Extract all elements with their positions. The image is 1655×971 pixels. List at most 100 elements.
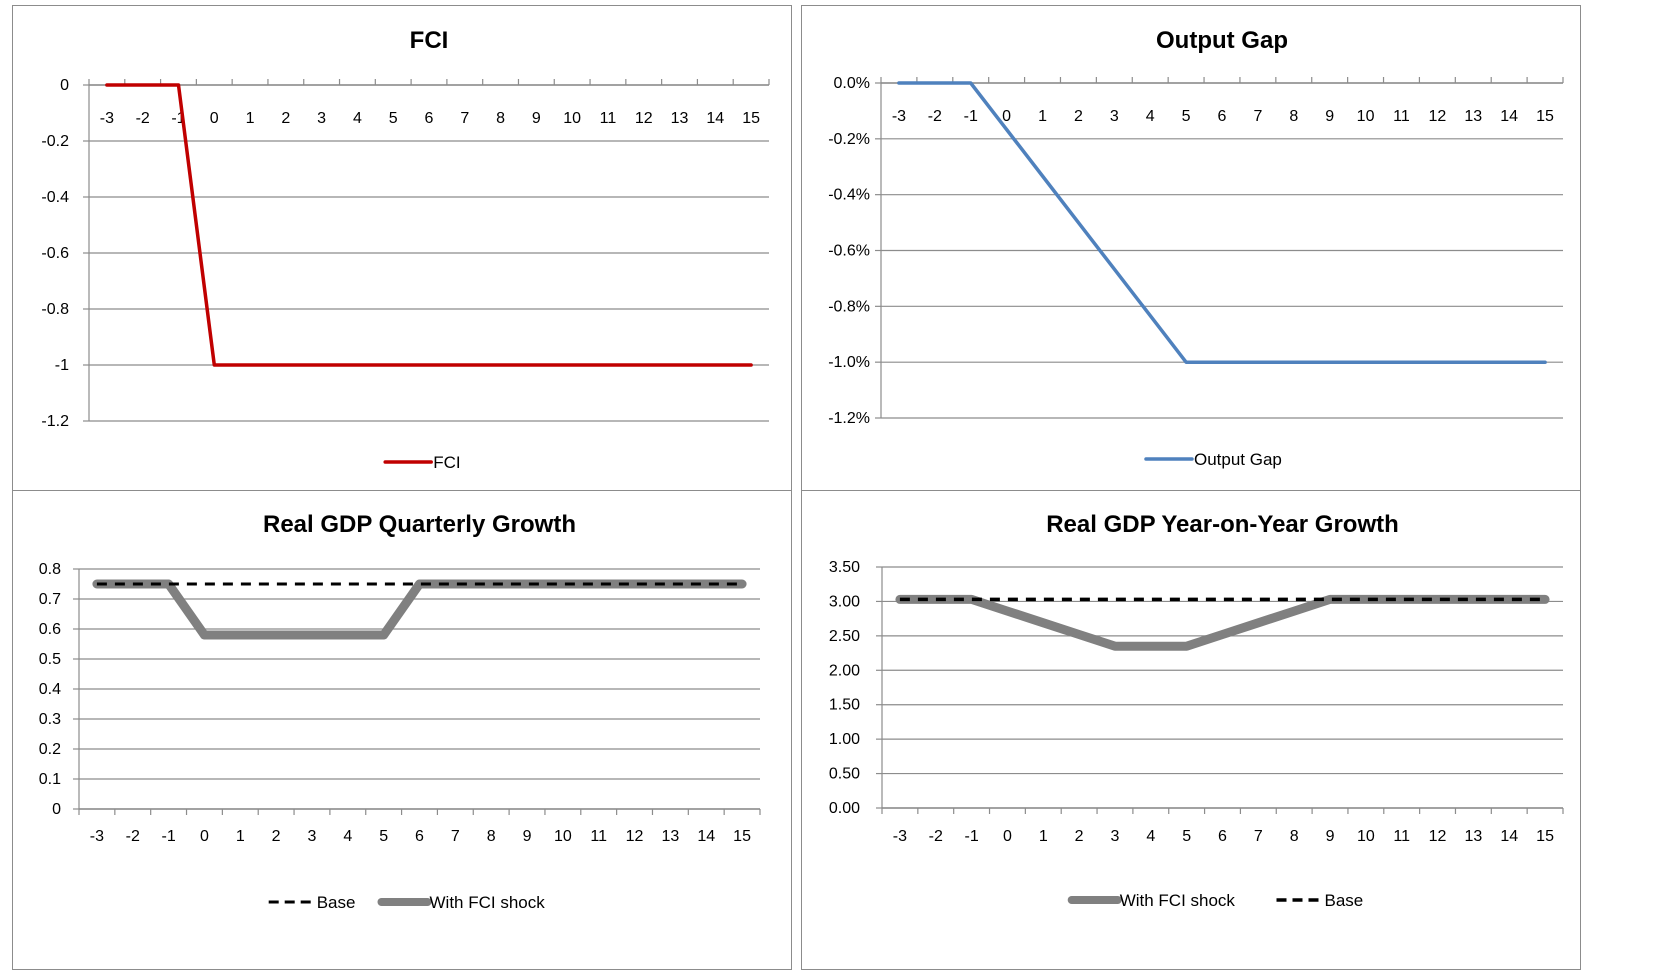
y-tick-label: -0.2 (41, 133, 69, 150)
x-tick-label: 14 (1500, 828, 1518, 845)
y-tick-label: -0.4 (41, 189, 69, 206)
x-tick-label: 8 (496, 110, 505, 127)
x-tick-label: -1 (964, 108, 978, 125)
output-gap-chart: Output Gap 0.0% -0.2% -0.4% -0.6% -0.8% -1.0% -… (828, 27, 1564, 469)
legend-label: With FCI shock (430, 893, 546, 912)
series-line-output-gap (897, 81, 1547, 364)
chart-title: Real GDP Quarterly Growth (263, 511, 576, 538)
y-tick-label: 0.8 (39, 561, 61, 578)
x-tick-label: 6 (1218, 828, 1227, 845)
x-tick-label: 6 (425, 110, 434, 127)
x-tick-label: 13 (661, 828, 679, 845)
x-tick-label: 14 (697, 828, 715, 845)
x-tick-label: -2 (929, 828, 943, 845)
x-tick-label: 10 (554, 828, 572, 845)
x-tick-label: 4 (1146, 108, 1155, 125)
x-tick-label: 1 (1038, 108, 1047, 125)
y-tick-label: -1.2% (828, 410, 870, 427)
y-tick-label: -0.6% (828, 243, 870, 260)
x-tick-label: 3 (1110, 108, 1119, 125)
y-tick-label: 1.50 (829, 697, 860, 714)
x-tick-label: 1 (236, 828, 245, 845)
y-tick-label: -0.4% (828, 187, 870, 204)
x-tick-label: 7 (1253, 108, 1262, 125)
x-tick-label: 2 (1074, 108, 1083, 125)
legend-label: Output Gap (1194, 450, 1282, 469)
x-tick-label: 14 (1500, 108, 1518, 125)
y-tick-label: 0 (60, 77, 69, 94)
x-tick-label: 12 (635, 110, 653, 127)
x-tick-label: -3 (892, 108, 906, 125)
y-tick-label: 2.50 (829, 628, 860, 645)
x-tick-label: 3 (308, 828, 317, 845)
output-gap-chart-panel: Output Gap 0.0% -0.2% -0.4% -0.6% -0.8% -1.0% -… (801, 5, 1581, 492)
x-tick-label: -1 (161, 828, 175, 845)
x-tick-label: -2 (928, 108, 942, 125)
x-tick-label: -3 (100, 110, 114, 127)
y-tick-label: 0.3 (39, 711, 61, 728)
x-tick-label: -1 (964, 828, 978, 845)
x-tick-label: 6 (1218, 108, 1227, 125)
x-tick-label: 0 (200, 828, 209, 845)
x-tick-label: 9 (1326, 828, 1335, 845)
x-tick-label: 12 (1428, 108, 1446, 125)
x-tick-label: 11 (1393, 108, 1410, 125)
legend-item: Base (268, 893, 356, 912)
legend-label: Base (317, 893, 356, 912)
x-tick-label: 11 (600, 110, 617, 127)
x-tick-label: 15 (1536, 828, 1554, 845)
y-tick-label: 1.00 (829, 731, 860, 748)
y-tick-label: 0.7 (39, 591, 61, 608)
y-tick-label: -0.6 (41, 245, 69, 262)
y-tick-label: 3.50 (829, 559, 860, 576)
legend-item: With FCI shock (377, 893, 546, 912)
x-tick-label: 12 (626, 828, 644, 845)
gdp-yoy-chart-panel: Real GDP Year-on-Year Growth 3.50 3.00 2.50… (801, 490, 1581, 970)
series-line-fci (105, 83, 753, 367)
legend-item: Output Gap (1144, 450, 1282, 469)
x-tick-label: 13 (1464, 108, 1482, 125)
fci-chart-panel: FCI 0 -0.2 -0.4 -0.6 -0.8 -1 -1.2 -3 -2 -1 0 1 2 3 4 5 6 7… (12, 5, 792, 492)
x-tick-label: 10 (1357, 108, 1375, 125)
x-tick-label: 9 (1325, 108, 1334, 125)
x-tick-label: -2 (136, 110, 150, 127)
x-tick-label: 1 (1039, 828, 1048, 845)
gdp-quarterly-chart-panel: Real GDP Quarterly Growth 0.8 0.7 0.6 0.5 0.4… (12, 490, 792, 970)
legend-item: Base (1276, 891, 1364, 910)
legend-label: With FCI shock (1120, 891, 1236, 910)
y-tick-label: 0.6 (39, 621, 61, 638)
y-tick-label: 0.1 (39, 771, 61, 788)
legend-label: Base (1325, 891, 1364, 910)
chart-title: Real GDP Year-on-Year Growth (1046, 511, 1399, 538)
series-line-with-fci-shock (92, 579, 747, 640)
x-tick-label: 13 (1464, 828, 1482, 845)
x-tick-label: 7 (1254, 828, 1263, 845)
legend-item: With FCI shock (1067, 891, 1236, 910)
y-tick-label: 0.50 (829, 766, 860, 783)
x-tick-label: 5 (1182, 108, 1191, 125)
x-tick-label: 10 (563, 110, 581, 127)
x-tick-label: 12 (1429, 828, 1447, 845)
x-tick-label: 7 (451, 828, 460, 845)
x-tick-label: -3 (90, 828, 104, 845)
y-tick-label: 3.00 (829, 593, 860, 610)
x-tick-label: 1 (246, 110, 255, 127)
series-line-with-fci-shock (895, 594, 1550, 651)
x-tick-label: -3 (893, 828, 907, 845)
y-tick-label: 0.4 (39, 681, 61, 698)
y-tick-label: -1 (55, 357, 69, 374)
x-tick-label: 13 (671, 110, 689, 127)
y-tick-label: -0.8 (41, 301, 69, 318)
x-tick-label: 2 (281, 110, 290, 127)
x-tick-label: 4 (353, 110, 362, 127)
x-tick-label: 2 (272, 828, 281, 845)
y-tick-label: 0.5 (39, 651, 61, 668)
y-tick-label: 0.2 (39, 741, 61, 758)
x-tick-label: 8 (1290, 828, 1299, 845)
y-tick-label: 0.00 (829, 800, 860, 817)
chart-title: Output Gap (1156, 27, 1288, 54)
x-tick-label: 15 (733, 828, 751, 845)
x-tick-label: 0 (1002, 108, 1011, 125)
y-tick-label: -0.2% (828, 131, 870, 148)
